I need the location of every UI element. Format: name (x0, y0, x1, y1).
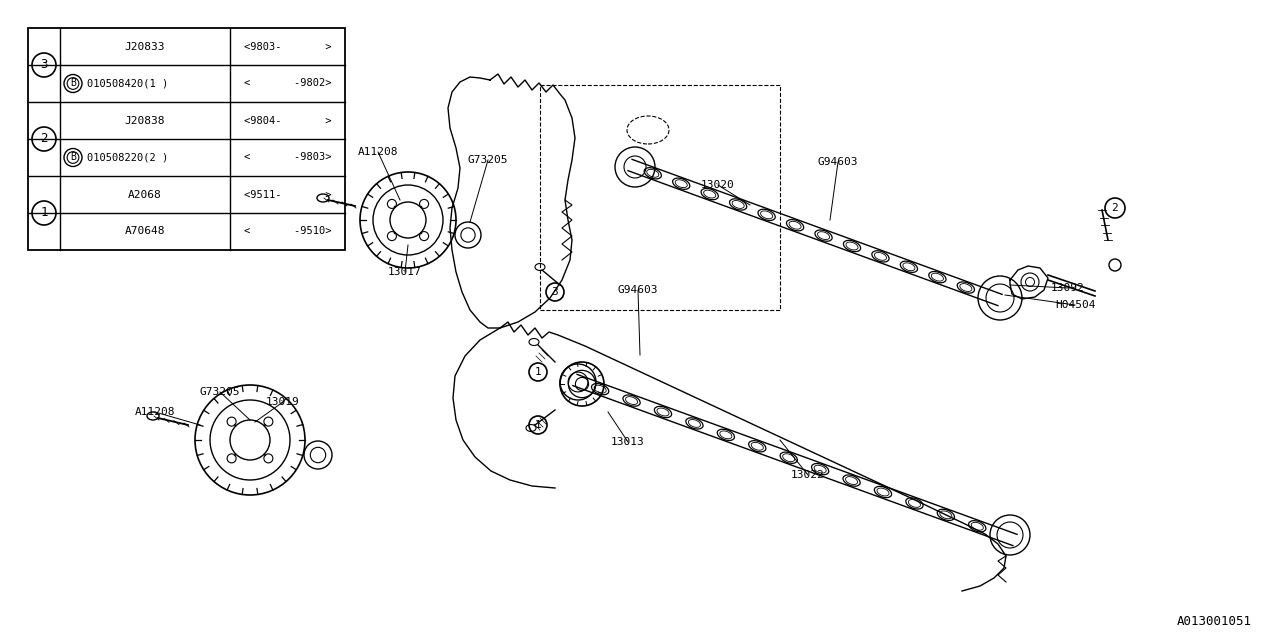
Text: A11208: A11208 (134, 407, 175, 417)
Text: <       -9802>: < -9802> (243, 79, 332, 88)
Text: 13020: 13020 (701, 180, 735, 190)
Text: 3: 3 (40, 58, 47, 72)
Text: B: B (70, 79, 76, 88)
Text: <9511-       >: <9511- > (243, 189, 332, 200)
Text: H04504: H04504 (1055, 300, 1096, 310)
Text: 13022: 13022 (791, 470, 824, 480)
Bar (28, 28, 346, 250)
Text: B: B (70, 152, 76, 163)
Text: G94603: G94603 (618, 285, 658, 295)
Text: 13017: 13017 (388, 267, 422, 277)
Text: 2: 2 (1111, 203, 1119, 213)
Text: 1: 1 (535, 367, 541, 377)
Text: 3: 3 (552, 287, 558, 297)
Text: <9804-       >: <9804- > (243, 115, 332, 125)
Text: A11208: A11208 (357, 147, 398, 157)
Text: 2: 2 (40, 132, 47, 145)
Text: <       -9803>: < -9803> (243, 152, 332, 163)
Text: G73205: G73205 (467, 155, 508, 165)
Text: 13013: 13013 (611, 437, 645, 447)
Text: A2068: A2068 (128, 189, 161, 200)
Text: A013001051: A013001051 (1178, 615, 1252, 628)
Text: <9803-       >: <9803- > (243, 42, 332, 51)
Text: 1: 1 (40, 207, 47, 220)
Text: J20833: J20833 (124, 42, 165, 51)
Text: G73205: G73205 (200, 387, 241, 397)
Text: 13019: 13019 (266, 397, 300, 407)
Text: J20838: J20838 (124, 115, 165, 125)
Text: <       -9510>: < -9510> (243, 227, 332, 237)
Text: 010508420(1 ): 010508420(1 ) (87, 79, 168, 88)
Text: 1: 1 (535, 420, 541, 430)
Text: G94603: G94603 (818, 157, 859, 167)
Bar (540, 85, 780, 310)
Text: 13092: 13092 (1051, 283, 1085, 293)
Text: 010508220(2 ): 010508220(2 ) (87, 152, 168, 163)
Text: A70648: A70648 (124, 227, 165, 237)
